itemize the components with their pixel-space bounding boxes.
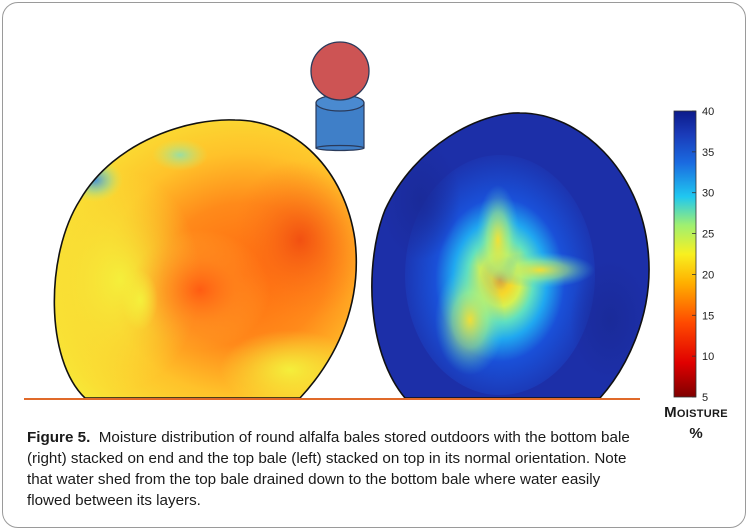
- colorbar-label: Moisture %: [654, 404, 738, 442]
- figure-label: Figure 5.: [27, 429, 91, 446]
- colorbar-title: Moisture: [664, 404, 728, 421]
- bottom-bale-outline: [371, 112, 650, 399]
- colorbar-tick-label: 20: [702, 269, 714, 281]
- bottom-bale-right: [371, 112, 650, 398]
- caption-text: Moisture distribution of round alfalfa b…: [27, 429, 630, 509]
- colorbar: 5 10 15 20 25 30 35 40: [673, 106, 714, 404]
- colorbar-tick-label: 30: [702, 188, 714, 200]
- colorbar-tick-label: 5: [702, 392, 708, 404]
- top-bale-left: [54, 119, 357, 398]
- colorbar-ticks: 5 10 15 20 25 30 35 40: [692, 106, 714, 404]
- bottom-bale-icon-bottom: [315, 144, 365, 152]
- colorbar-scale: [673, 110, 697, 398]
- top-bale-icon: [310, 41, 370, 101]
- colorbar-tick-label: 10: [702, 351, 714, 363]
- stacked-bales-icon: [310, 41, 370, 152]
- colorbar-tick-label: 40: [702, 106, 714, 118]
- colorbar-unit: %: [689, 425, 703, 442]
- colorbar-tick-label: 35: [702, 147, 714, 159]
- figure-caption: Figure 5. Moisture distribution of round…: [27, 427, 637, 511]
- colorbar-tick-label: 15: [702, 310, 714, 322]
- colorbar-tick-label: 25: [702, 229, 714, 241]
- top-bale-outline: [53, 119, 358, 399]
